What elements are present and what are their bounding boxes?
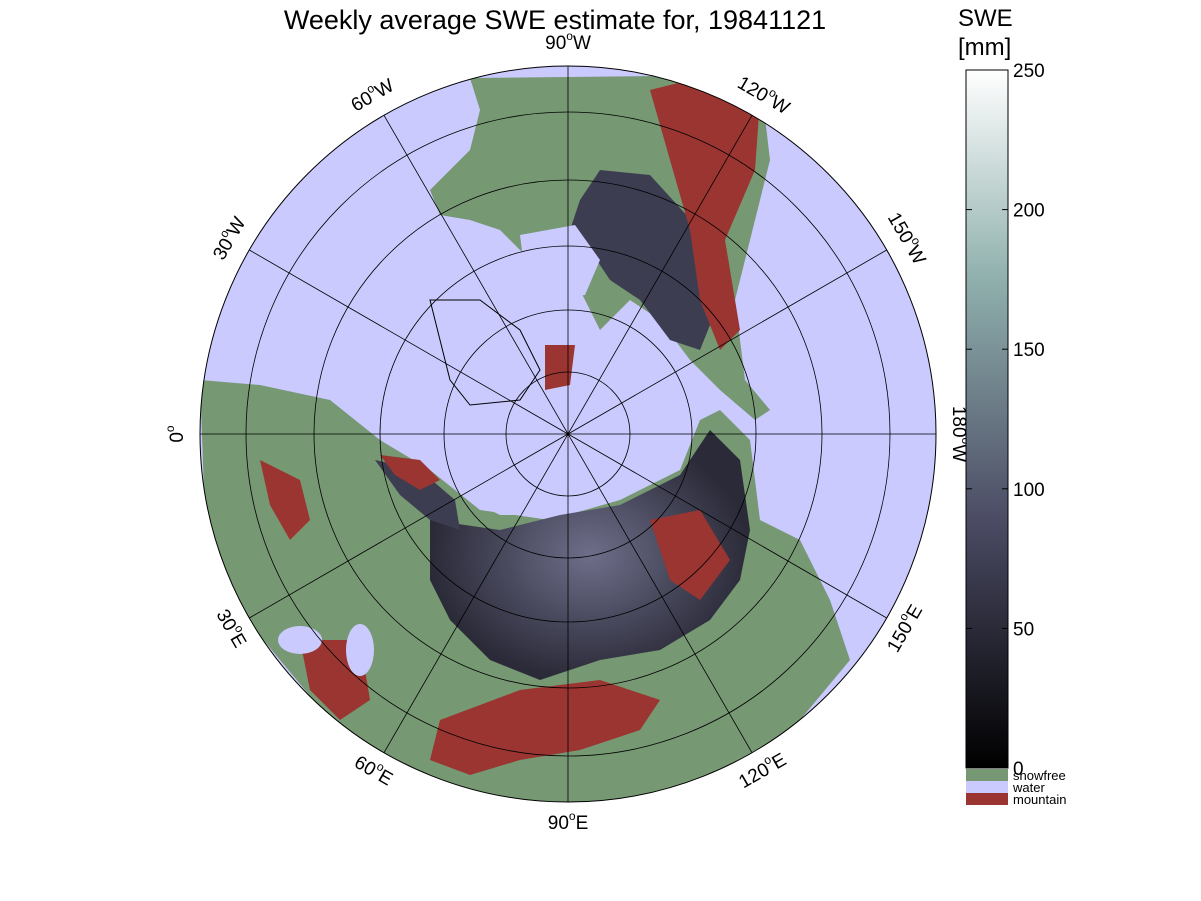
black-sea [278, 626, 322, 654]
meridian-lines [200, 66, 936, 802]
longitude-label: 30oW [206, 212, 250, 264]
caspian-sea [346, 624, 374, 676]
rockies-mountain [650, 80, 760, 350]
europe-mountain [260, 460, 310, 540]
legend-label-snowfree: snowfree [1013, 768, 1066, 783]
colorbar-gradient [965, 69, 1009, 769]
central-asia-mountain [430, 680, 660, 775]
scandinavia-snow [375, 460, 460, 530]
map-boundary [199, 65, 937, 803]
colorbar-tick-label: 0 [1013, 759, 1024, 780]
longitude-label: 60oW [346, 72, 398, 116]
longitude-label: 90oE [548, 809, 589, 834]
legend-swatch-water [966, 781, 1008, 793]
colorbar-ticks: 0 50 100 150 200 250 [966, 61, 1045, 780]
north-america-snow [570, 170, 720, 350]
colorbar-tick-label: 250 [1013, 61, 1045, 82]
arctic-islands-mountain [545, 345, 575, 390]
colorbar-unit: [mm] [958, 34, 1011, 61]
colorbar-tick-label: 50 [1013, 619, 1034, 640]
colorbar: SWE [mm] 0 50 100 150 200 250 snowfreewatermo… [958, 5, 1066, 807]
map-disk [200, 66, 936, 802]
legend-label-mountain: mountain [1013, 792, 1066, 807]
east-asia-mountain [650, 510, 730, 600]
legend-swatch-snowfree [966, 769, 1008, 781]
kara-sea [470, 490, 560, 515]
colorbar-tick-label: 150 [1013, 340, 1045, 361]
meridian-line [383, 115, 753, 753]
hudson-bay [520, 225, 600, 300]
legend-label-water: water [1012, 780, 1045, 795]
colorbar-title: SWE [958, 5, 1013, 32]
scandinavia-mountain [380, 455, 440, 490]
colorbar-tick-label: 100 [1013, 480, 1045, 501]
longitude-label: 90oW [545, 29, 591, 54]
longitude-label: 0o [163, 425, 188, 443]
colorbar-tick-label: 200 [1013, 201, 1045, 222]
map-title: Weekly average SWE estimate for, 1984112… [283, 5, 827, 35]
legend-swatch-mountain [966, 793, 1008, 805]
greenland-outline [429, 299, 541, 406]
